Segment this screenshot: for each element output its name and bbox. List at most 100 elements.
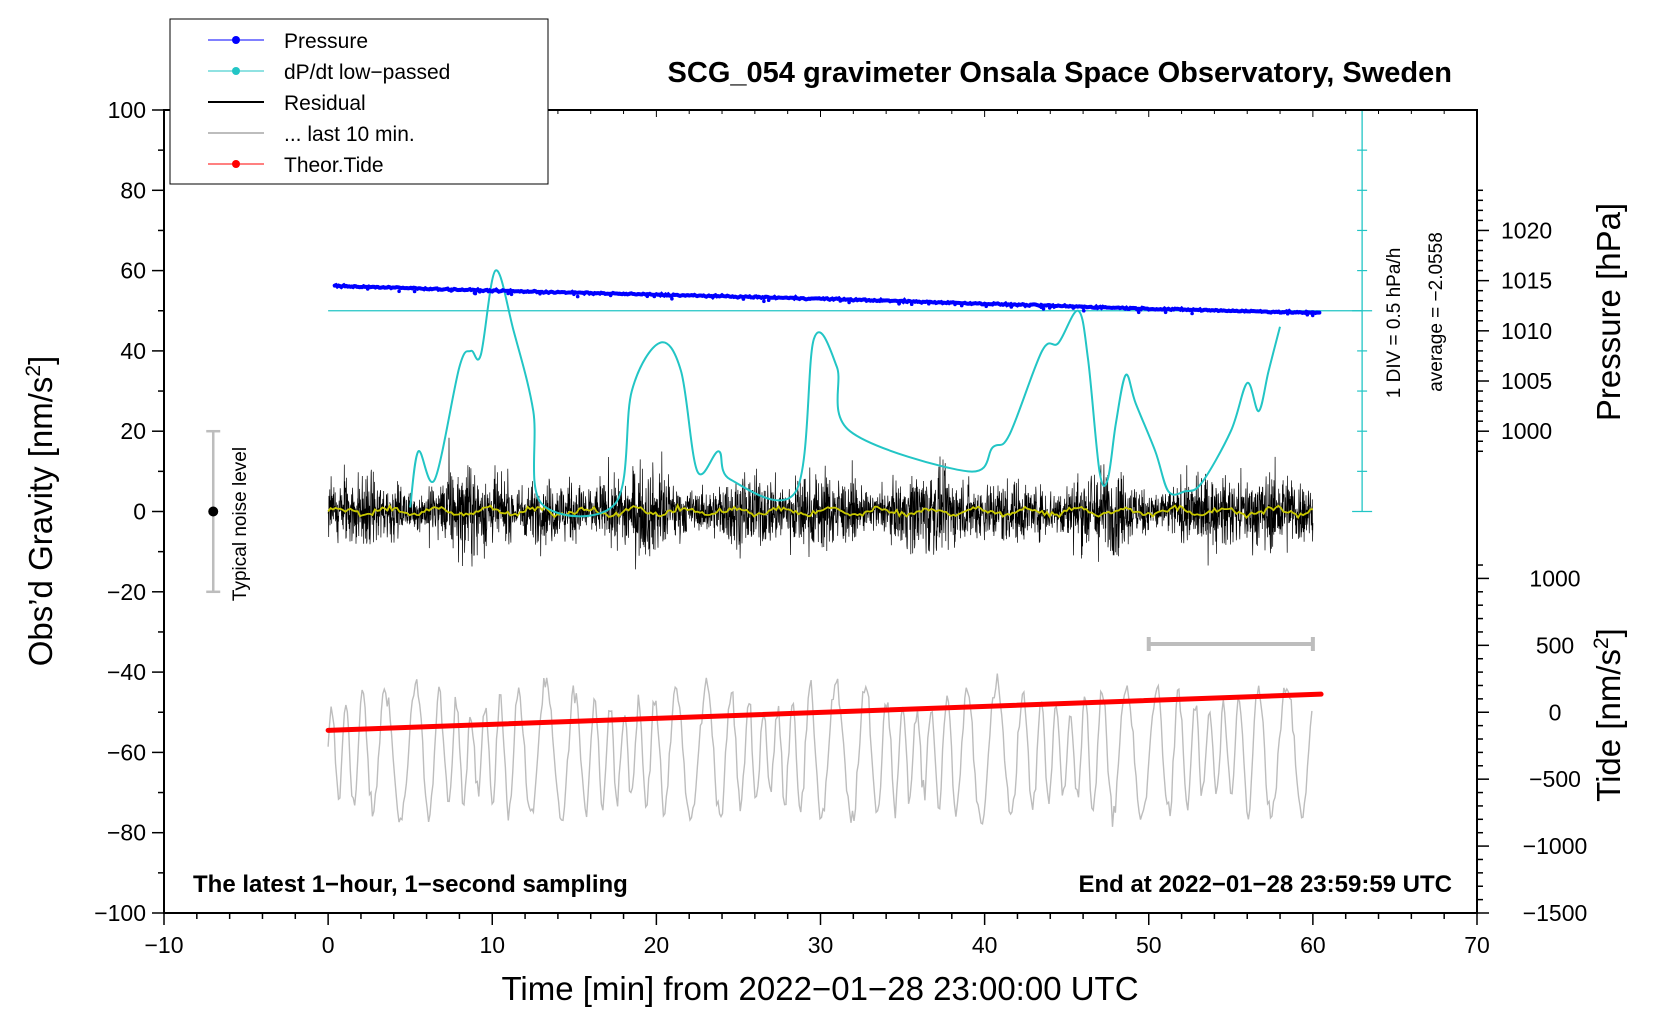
pressure-point	[1082, 308, 1086, 313]
y-tick-label: −40	[107, 659, 146, 685]
pressure-tick-label: 1005	[1501, 368, 1552, 394]
pressure-point	[538, 291, 542, 296]
tide-tick-label: −1500	[1523, 900, 1588, 926]
pressure-point	[572, 292, 576, 297]
legend-item-tide: Theor.Tide	[208, 154, 384, 177]
noise-level-label: Typical noise level	[230, 447, 251, 601]
legend-item-pressure: Pressure	[208, 30, 368, 53]
pressure-point	[1190, 311, 1194, 316]
pressure-point	[506, 291, 510, 296]
pressure-point	[959, 303, 964, 308]
tide-tick-label: 500	[1536, 632, 1574, 658]
pressure-point	[897, 301, 902, 306]
y-tick-label: 0	[133, 499, 146, 525]
x-axis-label: Time [min] from 2022−01−28 23:00:00 UTC	[501, 970, 1138, 1007]
pressure-point	[478, 290, 482, 294]
pressure-point	[1009, 305, 1014, 309]
legend: Pressure dP/dt low−passed Residual ... l…	[169, 18, 549, 185]
residual-smoothed-line	[327, 503, 1313, 520]
pressure-point	[645, 294, 650, 299]
legend-marker-dpdt	[232, 67, 240, 75]
legend-label-pressure: Pressure	[284, 30, 368, 53]
end-time-annotation: End at 2022−01−28 23:59:59 UTC	[1078, 871, 1452, 898]
legend-item-dpdt: dP/dt low−passed	[208, 61, 450, 84]
tide-tick-label: −1000	[1523, 833, 1588, 859]
pressure-point	[927, 301, 931, 306]
pressure-point	[1071, 306, 1076, 310]
pressure-point	[412, 289, 417, 294]
legend-label-tide: Theor.Tide	[284, 154, 384, 177]
tide-tick-label: 1000	[1529, 565, 1580, 591]
pressure-point	[1163, 310, 1168, 315]
pressure-tick-label: 1000	[1501, 418, 1552, 444]
tick-layer: −10 0 10 20 30 40 50 60 70100806040200−20−40−60−…	[94, 97, 1587, 958]
y-tick-label: −100	[94, 900, 146, 926]
pressure-point	[473, 291, 478, 296]
pressure-point	[1041, 307, 1046, 311]
pressure-point	[397, 289, 401, 294]
pressure-point	[847, 300, 851, 305]
pressure-point	[1285, 311, 1290, 316]
pressure-point	[1136, 310, 1141, 315]
y-tick-label: 60	[120, 258, 146, 284]
pressure-point	[1310, 313, 1315, 318]
pressure-point	[449, 289, 454, 293]
legend-item-residual: Residual	[208, 92, 366, 115]
y-tick-label: 40	[120, 338, 146, 364]
pressure-axis-label: Pressure [hPa]	[1590, 203, 1627, 421]
x-tick-label: 30	[808, 932, 834, 958]
tide-axis-label: Tide [nm/s2]	[1590, 628, 1627, 802]
x-tick-label: 50	[1136, 932, 1162, 958]
chart-title: SCG_054 gravimeter Onsala Space Observat…	[668, 57, 1452, 89]
pressure-point	[953, 302, 957, 307]
dpdt-lowpassed-line	[409, 269, 1281, 518]
x-tick-label: 60	[1300, 932, 1326, 958]
pressure-point	[766, 298, 771, 303]
pressure-point	[1305, 312, 1310, 317]
y-tick-label: −80	[107, 820, 146, 846]
pressure-point	[741, 297, 746, 301]
pressure-point	[909, 302, 914, 307]
pressure-point	[838, 299, 843, 303]
y-tick-label: −60	[107, 739, 146, 765]
tide-tick-label: 0	[1549, 699, 1562, 725]
pressure-tick-label: 1020	[1501, 217, 1552, 243]
pressure-point	[575, 294, 580, 299]
x-tick-label: 70	[1464, 932, 1490, 958]
tide-tick-label: −500	[1529, 766, 1581, 792]
y-axis-label: Obs’d Gravity [nm/s2]	[22, 356, 59, 667]
noise-level-dot	[208, 506, 219, 517]
pressure-point	[652, 294, 657, 299]
pressure-tick-label: 1010	[1501, 318, 1552, 344]
sampling-annotation: The latest 1−hour, 1−second sampling	[193, 871, 628, 898]
legend-label-dpdt: dP/dt low−passed	[284, 61, 450, 84]
pressure-line	[332, 282, 1322, 316]
pressure-point	[509, 292, 514, 297]
y-tick-label: 100	[108, 97, 146, 123]
y-tick-label: −20	[107, 579, 146, 605]
pressure-point	[608, 293, 613, 298]
x-tick-label: 0	[322, 932, 335, 958]
pressure-point	[365, 287, 370, 291]
x-tick-label: 10	[479, 932, 505, 958]
data-layer	[206, 109, 1373, 827]
y-tick-label: 80	[120, 177, 146, 203]
legend-label-residual: Residual	[284, 92, 366, 115]
legend-item-last10: ... last 10 min.	[208, 123, 415, 146]
pressure-tick-label: 1015	[1501, 268, 1552, 294]
legend-marker-tide	[232, 160, 240, 168]
legend-marker-pressure	[232, 36, 240, 44]
pressure-point	[984, 304, 988, 309]
x-tick-label: 40	[972, 932, 998, 958]
last-10-min-line	[327, 673, 1313, 827]
dpdt-scale-label: 1 DIV = 0.5 hPa/h	[1384, 248, 1405, 399]
x-tick-label: −10	[144, 932, 183, 958]
pressure-point	[670, 297, 674, 301]
dpdt-average-label: average = −2.0558	[1426, 232, 1447, 392]
pressure-point	[1047, 306, 1052, 310]
y-tick-label: 20	[120, 418, 146, 444]
legend-label-last10: ... last 10 min.	[284, 123, 415, 146]
pressure-point	[762, 299, 766, 304]
theor-tide-line	[325, 691, 1324, 733]
